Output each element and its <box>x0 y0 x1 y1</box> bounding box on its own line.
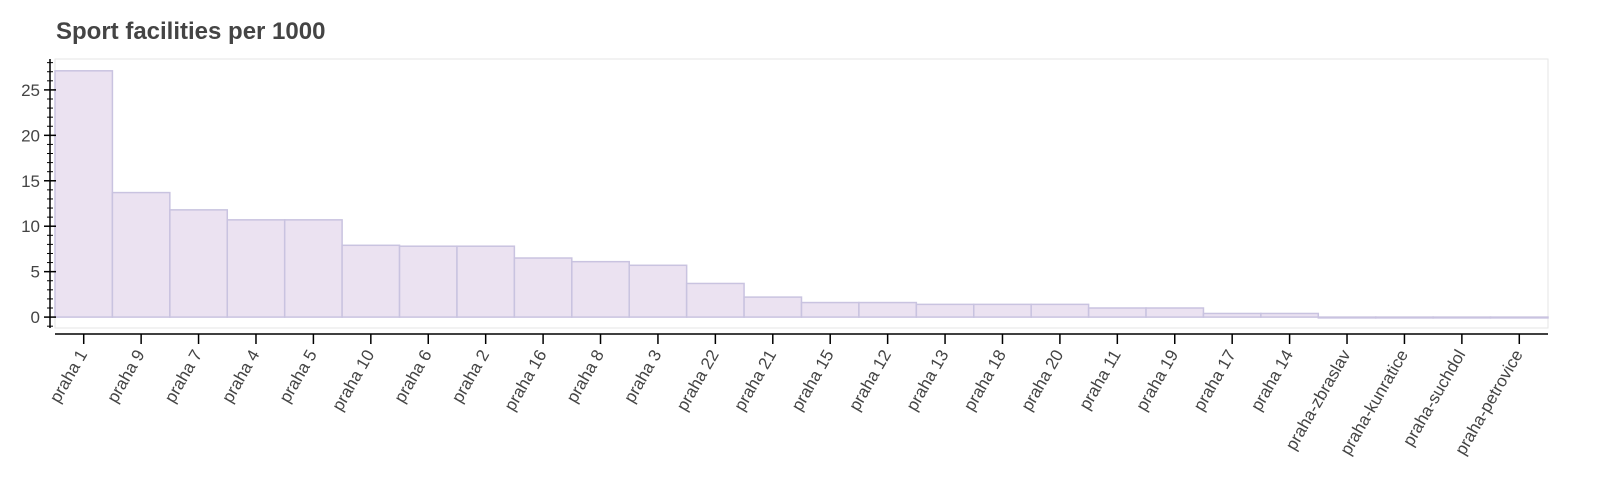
x-tick-label: praha 9 <box>103 347 148 406</box>
bar <box>800 301 860 318</box>
bar <box>915 303 975 318</box>
x-tick-label: praha 12 <box>845 347 895 415</box>
bar <box>398 245 458 318</box>
bar <box>54 70 114 318</box>
bar <box>456 245 516 318</box>
x-tick-label: praha 18 <box>960 346 1010 414</box>
x-tick-label: praha 6 <box>390 347 435 406</box>
bar <box>1145 307 1205 318</box>
y-tick-label: 10 <box>21 217 40 236</box>
bar <box>1374 316 1434 319</box>
x-tick-label: praha 2 <box>448 347 493 406</box>
y-tick-label: 15 <box>21 172 40 191</box>
chart-title: Sport facilities per 1000 <box>56 18 326 45</box>
x-tick-label: praha 20 <box>1017 347 1067 415</box>
bar <box>1317 316 1377 319</box>
bar <box>858 301 918 318</box>
bar <box>283 219 343 318</box>
x-tick-label: praha 13 <box>903 347 953 415</box>
bar <box>169 209 229 318</box>
y-axis: 0 5 10 15 20 25 <box>21 59 56 328</box>
y-tick-label: 5 <box>31 263 40 282</box>
x-tick-label: praha 14 <box>1247 347 1297 415</box>
bar <box>1432 316 1492 319</box>
bar <box>1087 307 1147 318</box>
x-tick-label: praha 4 <box>218 347 263 406</box>
x-tick-label: praha 19 <box>1132 347 1182 415</box>
x-tick-label: praha 1 <box>46 347 91 406</box>
x-tick-label: praha 5 <box>276 347 321 406</box>
bar <box>973 303 1032 318</box>
x-axis: praha 1 praha 9 praha 7 praha 4 praha 5 praha… <box>46 333 1548 458</box>
x-tick-label: praha 21 <box>730 347 780 415</box>
bars-group <box>54 70 1549 319</box>
bar <box>628 264 688 318</box>
bar <box>1260 312 1320 318</box>
y-tick-label: 0 <box>31 308 40 327</box>
x-tick-label: praha 11 <box>1075 347 1124 414</box>
bar <box>111 191 171 318</box>
x-tick-label: praha 7 <box>161 347 206 406</box>
bar <box>226 219 286 318</box>
bar <box>1489 316 1549 319</box>
x-tick-label: praha 17 <box>1190 347 1240 415</box>
x-tick-label: praha 3 <box>620 347 665 406</box>
bar <box>341 244 401 318</box>
bar <box>513 257 573 318</box>
y-tick-label: 25 <box>21 81 40 100</box>
x-tick-label: praha 10 <box>328 347 378 415</box>
bar <box>1030 303 1090 318</box>
x-tick-label: praha 15 <box>788 347 838 415</box>
x-tick-label: praha 22 <box>673 347 723 415</box>
bar <box>571 260 630 318</box>
y-tick-label: 20 <box>21 126 40 145</box>
bar <box>1202 312 1262 318</box>
bar <box>685 282 745 318</box>
x-tick-label: praha 8 <box>563 347 608 406</box>
x-tick-label: praha 16 <box>501 347 551 415</box>
bar <box>743 296 803 318</box>
